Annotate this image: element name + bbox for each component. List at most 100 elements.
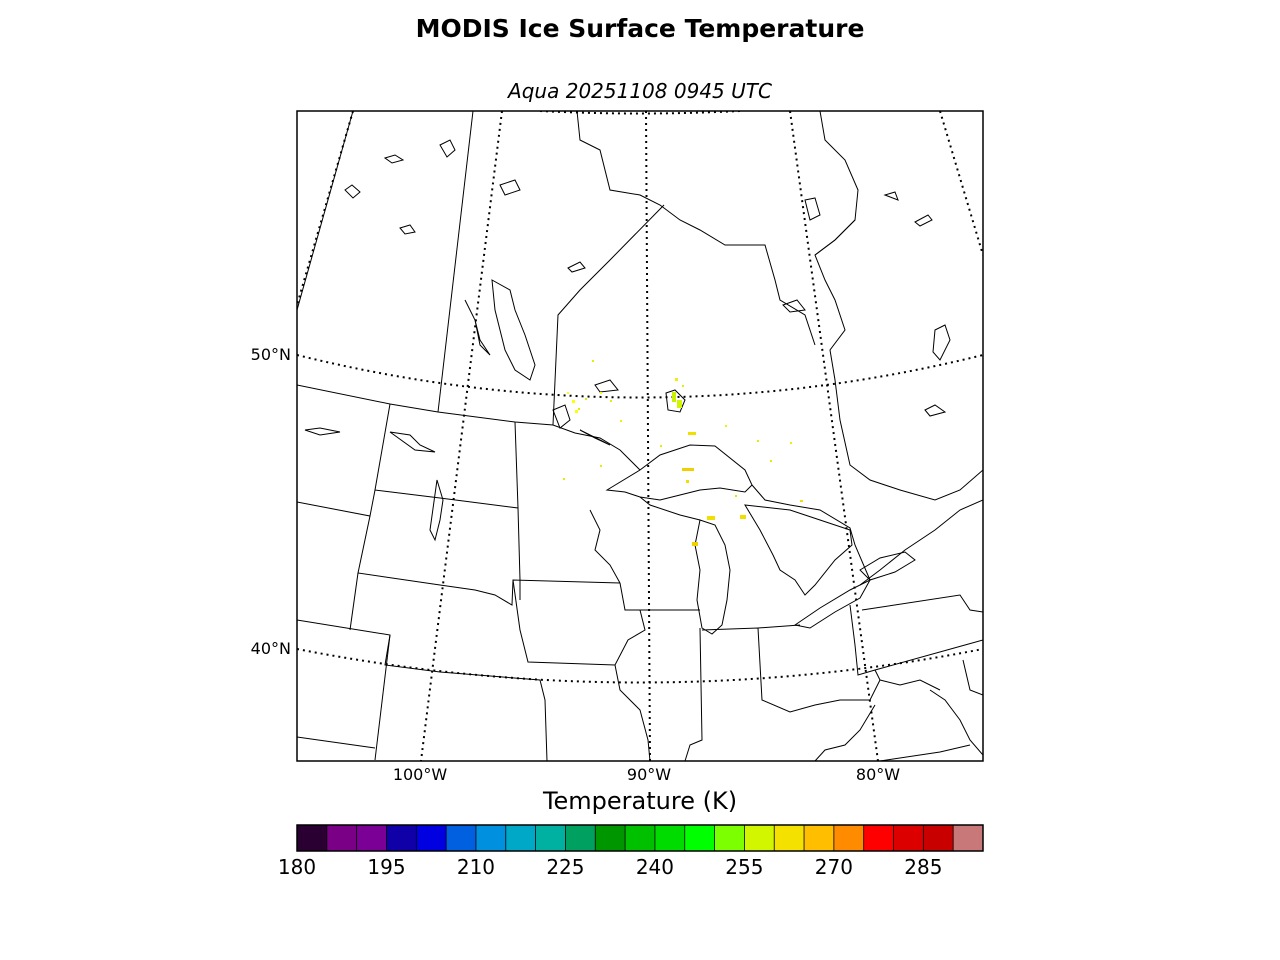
- chart-title: MODIS Ice Surface Temperature: [415, 14, 865, 43]
- ice-pixel: [600, 465, 602, 467]
- state-boundary: [589, 509, 621, 584]
- lat-40-line: [297, 648, 983, 684]
- small-lake: [782, 299, 806, 313]
- colorbar-segment: [565, 825, 596, 851]
- state-boundary: [614, 664, 651, 761]
- lon-label-80w: 80°W: [855, 765, 901, 784]
- ice-pixel: [735, 495, 737, 497]
- colorbar-label: Temperature (K): [542, 787, 738, 815]
- colorbar-segment: [356, 825, 387, 851]
- state-boundary: [849, 604, 983, 676]
- colorbar-segment: [505, 825, 537, 851]
- small-lake: [344, 184, 361, 199]
- ice-pixel: [620, 420, 622, 422]
- ice-pixel: [660, 445, 662, 447]
- colorbar-segment: [297, 825, 328, 851]
- ice-pixel: [790, 442, 792, 444]
- colorbar-segment: [446, 825, 477, 851]
- state-boundary: [374, 403, 391, 491]
- map-frame: [296, 110, 984, 762]
- state-boundary: [701, 627, 881, 713]
- ice-temperature-pixels: [563, 360, 803, 546]
- ice-pixel: [572, 400, 575, 403]
- ice-pixel: [610, 400, 612, 402]
- colorbar-segment: [625, 825, 656, 851]
- ice-pixel: [688, 432, 696, 435]
- small-lake: [383, 154, 405, 164]
- small-lake: [399, 224, 416, 235]
- small-lake: [304, 427, 341, 436]
- small-lake: [883, 191, 899, 201]
- lake-erie-outline: [793, 578, 872, 629]
- small-lake: [932, 324, 951, 361]
- chesapeake-coast: [929, 689, 983, 756]
- colorbar-segment: [893, 825, 924, 851]
- lake-nipigon-outline: [665, 389, 686, 413]
- colorbar-segment: [654, 825, 686, 851]
- colorbar-segment: [475, 825, 507, 851]
- ice-pixel: [578, 408, 580, 410]
- political-boundaries: [297, 111, 983, 761]
- lon-label-100w: 100°W: [392, 765, 448, 784]
- colorbar-tick-label: 240: [635, 855, 674, 879]
- lake-michigan-outline: [694, 519, 731, 635]
- ice-pixel: [682, 385, 684, 387]
- province-boundary: [552, 204, 665, 426]
- province-boundary: [437, 111, 474, 413]
- canada-us-border-east: [751, 484, 871, 581]
- ice-pixel: [740, 515, 746, 519]
- hudson-bay-coast: [576, 111, 816, 346]
- state-boundary: [619, 582, 700, 611]
- lake-winnipeg-outline: [491, 279, 536, 381]
- lon-80-line: [789, 111, 879, 761]
- small-lake: [594, 379, 619, 393]
- ice-pixel: [600, 392, 602, 394]
- ice-pixel: [672, 392, 676, 402]
- ice-pixel: [692, 542, 698, 546]
- colorbar-segment: [326, 825, 358, 851]
- state-boundary: [962, 659, 983, 696]
- small-lake: [804, 197, 821, 221]
- state-boundary: [879, 744, 971, 761]
- colorbar-tick-label: 210: [456, 855, 496, 879]
- ice-pixel: [770, 460, 772, 462]
- state-boundary: [357, 515, 621, 606]
- colorbar-segment: [833, 825, 865, 851]
- ice-pixel: [757, 440, 759, 442]
- chart-subtitle: Aqua 20251108 0945 UTC: [508, 79, 772, 103]
- ice-pixel: [686, 480, 689, 483]
- province-boundary: [814, 219, 856, 256]
- lake-of-the-woods-outline: [552, 404, 571, 429]
- lake-superior-outline: [605, 444, 753, 501]
- map-content: [297, 111, 983, 761]
- ice-pixel: [677, 400, 682, 408]
- ice-pixel: [707, 516, 715, 520]
- colorbar-segment: [804, 825, 835, 851]
- lat-50-line: [297, 354, 983, 399]
- small-lake: [439, 139, 456, 158]
- ice-pixel: [592, 360, 594, 362]
- lat-60-line: [539, 111, 741, 115]
- colorbar-segment: [595, 825, 626, 851]
- ice-pixel: [675, 378, 678, 381]
- state-boundary: [374, 634, 391, 761]
- state-boundary: [512, 579, 646, 666]
- state-boundary: [349, 572, 359, 631]
- lon-110-line: [297, 111, 354, 306]
- canada-us-border: [297, 384, 641, 471]
- state-boundary: [861, 594, 983, 613]
- state-boundary: [757, 624, 801, 629]
- small-lake: [924, 404, 947, 417]
- colorbar-segment: [416, 825, 447, 851]
- small-lake: [914, 214, 933, 227]
- ice-pixel: [563, 478, 565, 480]
- ice-pixel: [567, 392, 569, 394]
- lon-label-90w: 90°W: [626, 765, 672, 784]
- colorbar-segment: [714, 825, 745, 851]
- colorbar-segment: [863, 825, 895, 851]
- small-lake: [429, 479, 444, 542]
- st-lawrence-coast: [859, 499, 983, 586]
- coastlines: [304, 111, 983, 756]
- colorbar-tick-label: 285: [904, 855, 943, 879]
